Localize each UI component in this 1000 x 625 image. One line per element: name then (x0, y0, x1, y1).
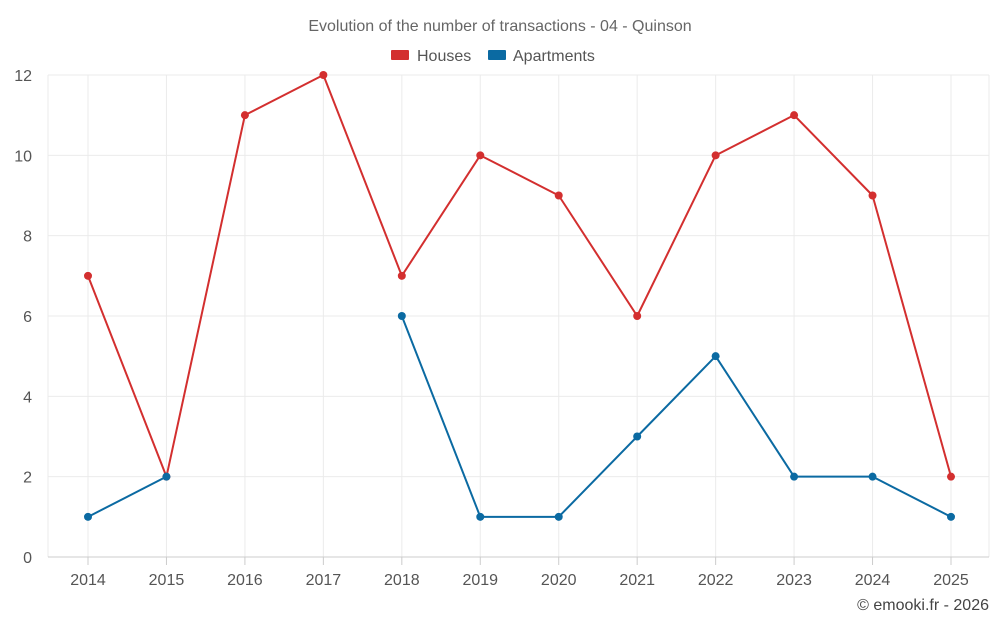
y-gridlines (48, 74, 989, 478)
data-point-houses-2019[interactable] (476, 151, 485, 160)
x-tick-label: 2023 (776, 572, 812, 589)
series-apartments (84, 312, 955, 521)
data-point-apartments-2020[interactable] (554, 512, 563, 521)
x-tick-label: 2025 (933, 572, 969, 589)
data-point-houses-2020[interactable] (554, 191, 563, 200)
data-point-houses-2022[interactable] (711, 151, 720, 160)
data-point-apartments-2022[interactable] (711, 352, 720, 361)
legend-swatch-apartments (488, 50, 506, 60)
data-point-apartments-2024[interactable] (868, 472, 877, 481)
data-point-apartments-2019[interactable] (476, 512, 485, 521)
data-point-houses-2021[interactable] (633, 312, 642, 320)
x-tick-label: 2024 (855, 572, 891, 589)
x-tick-label: 2019 (462, 572, 498, 589)
credit-text: © emooki.fr - 2026 (857, 597, 989, 614)
data-point-houses-2025[interactable] (947, 472, 955, 481)
x-tick-label: 2015 (149, 572, 185, 589)
y-tick-label: 4 (23, 389, 32, 406)
series-houses (84, 71, 955, 481)
data-point-houses-2024[interactable] (868, 191, 877, 200)
data-point-houses-2017[interactable] (319, 71, 328, 79)
series-line-houses (87, 74, 952, 478)
y-tick-label: 8 (23, 229, 32, 246)
chart-title: Evolution of the number of transactions … (308, 18, 691, 35)
y-tick-label: 0 (23, 550, 32, 567)
x-tick-label: 2021 (619, 572, 655, 589)
y-axis-ticks: 0 2 4 6 8 10 12 (14, 68, 32, 567)
y-tick-label: 10 (14, 148, 32, 165)
legend-swatch-houses (391, 50, 409, 60)
y-tick-label: 6 (23, 309, 32, 326)
data-point-apartments-2018[interactable] (397, 312, 406, 320)
legend-label-apartments: Apartments (513, 48, 595, 65)
x-tick-label: 2018 (384, 572, 420, 589)
legend-item-apartments[interactable]: Apartments (488, 48, 595, 65)
x-tick-label: 2020 (541, 572, 577, 589)
y-tick-label: 2 (23, 470, 32, 487)
data-point-apartments-2025[interactable] (947, 512, 955, 521)
series-line-apartments (87, 475, 168, 518)
data-point-apartments-2021[interactable] (633, 432, 642, 441)
data-point-apartments-2014[interactable] (84, 512, 92, 521)
x-tick-label: 2022 (698, 572, 734, 589)
series-line-apartments (400, 315, 952, 518)
data-point-houses-2016[interactable] (240, 111, 249, 120)
x-tick-label: 2016 (227, 572, 263, 589)
data-point-apartments-2023[interactable] (790, 472, 799, 481)
legend-label-houses: Houses (417, 48, 471, 65)
x-axis-ticks: 2014 2015 2016 2017 2018 2019 2020 2021 2022 2023… (70, 557, 969, 589)
data-point-houses-2018[interactable] (397, 271, 406, 280)
data-point-apartments-2015[interactable] (162, 472, 171, 481)
series-layer (84, 71, 955, 521)
x-tick-label: 2014 (70, 572, 106, 589)
data-point-houses-2014[interactable] (84, 271, 92, 280)
x-gridlines (47, 75, 990, 557)
y-tick-label: 12 (14, 68, 32, 85)
legend[interactable]: Houses Apartments (391, 48, 595, 65)
x-tick-label: 2017 (306, 572, 342, 589)
legend-item-houses[interactable]: Houses (391, 48, 471, 65)
data-point-houses-2023[interactable] (790, 111, 799, 120)
